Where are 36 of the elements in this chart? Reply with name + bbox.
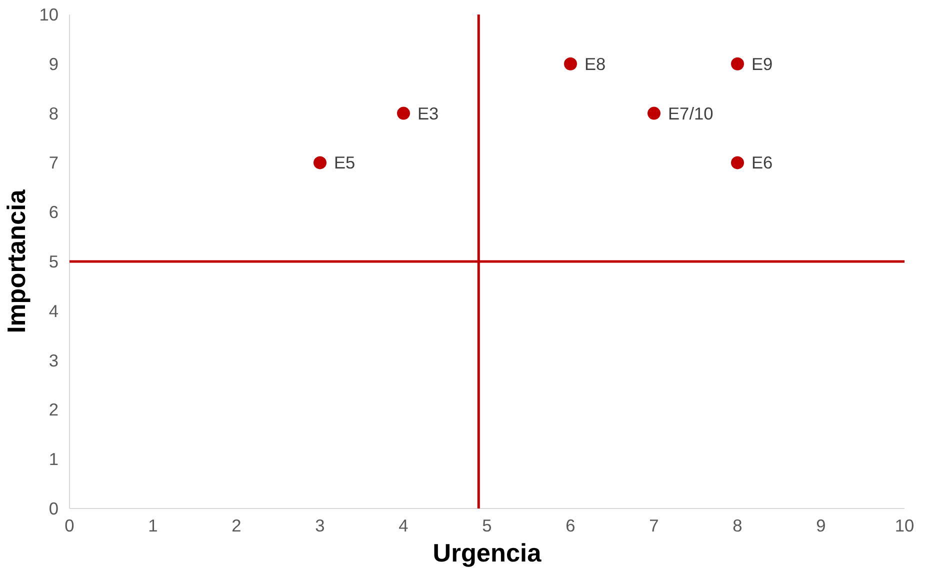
y-tick-label: 10 (39, 4, 59, 24)
point (731, 156, 744, 170)
annotation: E6 (752, 152, 773, 173)
x-tick-label: 0 (64, 516, 74, 536)
x-tick-label: 2 (232, 516, 242, 536)
y-tick-label: 0 (48, 498, 59, 518)
y-tick-label: 3 (48, 350, 59, 370)
x-tick-label: 10 (894, 516, 914, 536)
x-tick-label: 6 (566, 516, 576, 536)
annotation: E5 (334, 152, 356, 173)
y-tick-label: 4 (48, 300, 59, 321)
point (564, 57, 577, 70)
y-tick-label: 2 (48, 400, 59, 420)
y-tick-label: 1 (48, 449, 59, 470)
y-tick-label: 5 (48, 252, 59, 272)
point (397, 106, 410, 120)
y-axis-title: Importancia (3, 188, 32, 334)
y-tick-label: 8 (48, 103, 59, 124)
point (648, 106, 660, 120)
y-tick-label: 6 (48, 202, 59, 222)
x-tick-label: 9 (816, 516, 826, 536)
x-tick-label: 5 (482, 516, 492, 536)
point (731, 57, 744, 70)
annotation: E7/10 (668, 103, 714, 124)
x-tick-label: 4 (398, 516, 409, 536)
x-tick-label: 3 (315, 516, 325, 536)
annotation: E9 (752, 54, 773, 74)
x-axis-title: Urgencia (432, 540, 542, 568)
point (314, 156, 326, 170)
x-tick-label: 7 (649, 516, 659, 536)
x-tick-label: 8 (732, 516, 742, 536)
annotation: E8 (584, 54, 606, 74)
x-tick-label: 1 (148, 516, 158, 536)
y-tick-label: 9 (48, 54, 59, 74)
y-tick-label: 7 (48, 152, 59, 173)
annotation: E3 (418, 103, 439, 124)
